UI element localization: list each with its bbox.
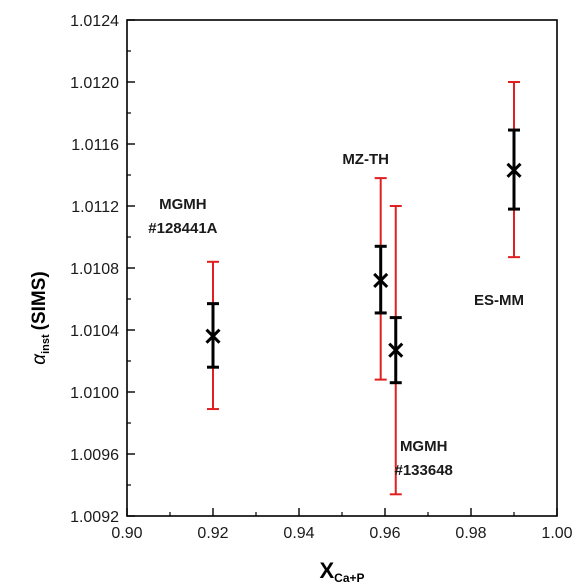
point-annotation-label: ES-MM <box>474 292 524 309</box>
data-point-group <box>388 205 404 496</box>
data-series <box>205 81 522 496</box>
data-point-group <box>373 177 389 381</box>
y-tick-label: 1.0100 <box>70 385 119 402</box>
x-axis-title: XCa+P <box>319 558 364 585</box>
data-point-marker <box>373 272 389 288</box>
x-tick-label: 0.98 <box>455 525 486 542</box>
point-annotation-label: #133648 <box>394 462 452 479</box>
x-axis-title-sub: Ca+P <box>334 571 364 585</box>
point-annotation-label: MGMH <box>159 196 207 213</box>
x-axis-title-main: X <box>319 558 334 583</box>
x-tick-label: 0.90 <box>111 525 142 542</box>
x-tick-label: 0.92 <box>197 525 228 542</box>
y-axis: 1.0092 1.0096 1.0100 1.0104 1.0108 1.0112 1.01… <box>70 13 135 526</box>
data-point-group <box>205 260 221 411</box>
y-tick-label: 1.0116 <box>71 137 119 154</box>
data-point-marker <box>205 328 221 344</box>
y-tick-label: 1.0096 <box>70 447 119 464</box>
y-tick-label: 1.0120 <box>70 75 119 92</box>
y-axis-title-sub: inst <box>40 334 52 354</box>
data-point-marker <box>388 342 404 358</box>
data-point-group <box>506 81 522 259</box>
y-tick-label: 1.0108 <box>70 261 119 278</box>
point-annotations: MGMH #128441A MZ-TH MGMH #133648 ES-MM <box>148 151 524 479</box>
x-tick-label: 1.00 <box>541 525 572 542</box>
point-annotation-label: MZ-TH <box>342 151 389 168</box>
x-axis: 0.90 0.92 0.94 0.96 0.98 1.00 <box>111 508 573 542</box>
plot-area <box>126 19 558 517</box>
y-axis-title-suffix: (SIMS) <box>29 271 50 330</box>
y-axis-title: αinst (SIMS) <box>29 271 52 365</box>
y-tick-label: 1.0124 <box>70 13 119 30</box>
y-tick-label: 1.0104 <box>70 323 119 340</box>
point-annotation-label: MGMH <box>400 438 448 455</box>
x-tick-label: 0.94 <box>283 525 314 542</box>
data-point-marker <box>506 162 522 178</box>
y-tick-label: 1.0092 <box>70 509 119 526</box>
point-annotation-label: #128441A <box>148 220 217 237</box>
x-tick-label: 0.96 <box>369 525 400 542</box>
y-axis-title-alpha: α <box>29 353 50 365</box>
plot-border <box>126 19 558 517</box>
y-tick-label: 1.0112 <box>71 199 119 216</box>
